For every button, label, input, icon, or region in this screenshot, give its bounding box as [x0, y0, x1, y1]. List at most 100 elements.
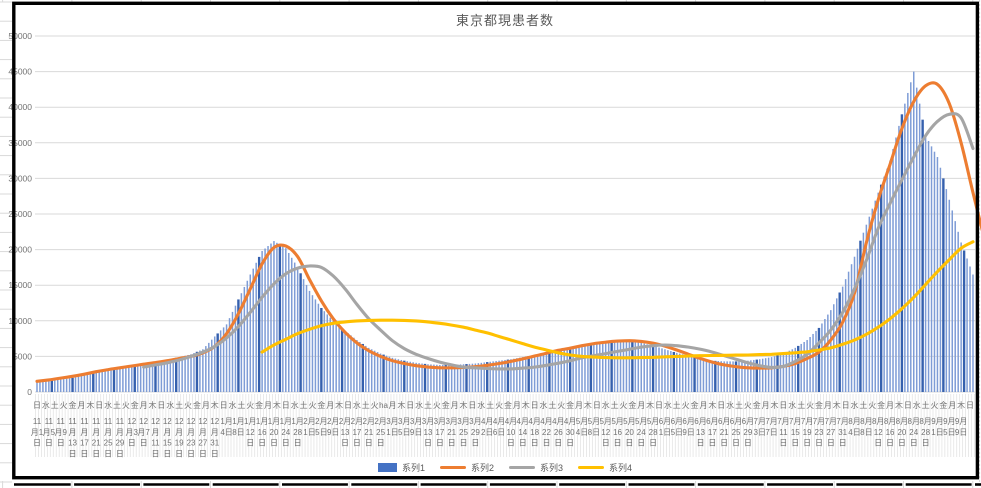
svg-text:日: 日 — [696, 439, 704, 448]
svg-text:13: 13 — [341, 428, 350, 437]
svg-text:月: 月 — [824, 401, 832, 410]
svg-text:月: 月 — [69, 428, 77, 437]
svg-text:3日: 3日 — [754, 428, 766, 437]
svg-text:日: 日 — [827, 439, 835, 448]
svg-text:11: 11 — [45, 417, 54, 426]
svg-text:日: 日 — [720, 439, 728, 448]
svg-text:12: 12 — [187, 417, 196, 426]
x-axis-date-labels[interactable]: 11月1日11月5日11月9日11月13日11月17日11月21日11月25日1… — [31, 417, 968, 458]
svg-text:29: 29 — [471, 428, 480, 437]
svg-text:12: 12 — [175, 417, 184, 426]
svg-text:23: 23 — [187, 439, 196, 448]
svg-text:12: 12 — [874, 428, 883, 437]
svg-text:11: 11 — [80, 417, 89, 426]
svg-text:日: 日 — [904, 401, 912, 410]
svg-text:2月: 2月 — [374, 417, 386, 426]
svg-text:火: 火 — [682, 401, 690, 410]
svg-text:日: 日 — [966, 401, 974, 410]
svg-text:日: 日 — [140, 439, 148, 448]
svg-text:金: 金 — [877, 400, 885, 410]
svg-text:日: 日 — [614, 439, 622, 448]
svg-text:木: 木 — [211, 400, 219, 410]
legend-item-series4[interactable]: 系列4 — [578, 461, 632, 474]
svg-text:木: 木 — [646, 400, 654, 410]
series3-line-swatch — [509, 465, 535, 470]
svg-text:日: 日 — [468, 401, 476, 410]
svg-text:水: 水 — [602, 400, 610, 410]
svg-text:27: 27 — [826, 428, 835, 437]
svg-text:22: 22 — [542, 428, 551, 437]
legend-item-series1[interactable]: 系列1 — [377, 461, 425, 474]
svg-text:火: 火 — [308, 401, 316, 410]
legend-item-series2[interactable]: 系列2 — [439, 461, 494, 474]
svg-text:7月: 7月 — [765, 417, 777, 426]
svg-text:火: 火 — [557, 401, 565, 410]
svg-text:9日: 9日 — [955, 428, 967, 437]
legend-label: 系列3 — [540, 463, 564, 473]
svg-text:木: 木 — [397, 400, 405, 410]
svg-text:25: 25 — [459, 428, 468, 437]
svg-text:5日: 5日 — [398, 428, 410, 437]
svg-text:24: 24 — [909, 428, 918, 437]
svg-text:日: 日 — [554, 439, 562, 448]
svg-text:日: 日 — [128, 439, 136, 448]
bars-series1[interactable] — [36, 71, 974, 393]
svg-text:月7: 月7 — [137, 428, 150, 437]
svg-text:30: 30 — [566, 428, 575, 437]
svg-text:12: 12 — [601, 428, 610, 437]
svg-text:土: 土 — [424, 400, 432, 410]
svg-text:ha: ha — [379, 401, 388, 410]
svg-text:7月: 7月 — [836, 417, 848, 426]
svg-text:日: 日 — [519, 439, 527, 448]
legend-item-series3[interactable]: 系列3 — [509, 461, 563, 474]
svg-text:月: 月 — [513, 401, 521, 410]
svg-text:24: 24 — [637, 428, 646, 437]
svg-text:月: 月 — [264, 401, 272, 410]
svg-text:土: 土 — [797, 400, 805, 410]
svg-text:日: 日 — [874, 439, 882, 448]
svg-text:日: 日 — [92, 449, 100, 458]
svg-text:火: 火 — [495, 401, 503, 410]
svg-text:月: 月 — [886, 401, 894, 410]
svg-text:日: 日 — [377, 439, 385, 448]
svg-text:5月: 5月 — [623, 417, 635, 426]
svg-text:月: 月 — [699, 401, 707, 410]
line-series3[interactable] — [142, 112, 975, 371]
chart-border[interactable] — [12, 1, 980, 480]
y-axis-labels[interactable]: 0 5000 10000 15000 20000 25000 30000 35000 40000… — [8, 31, 32, 397]
svg-text:木: 木 — [708, 400, 716, 410]
chart-title[interactable]: 東京都現患者数 — [455, 13, 554, 28]
svg-text:4日: 4日 — [220, 428, 232, 437]
svg-text:6月: 6月 — [742, 417, 754, 426]
svg-text:7日: 7日 — [765, 428, 777, 437]
svg-text:水: 水 — [913, 400, 921, 410]
svg-text:木: 木 — [522, 400, 530, 410]
svg-text:日: 日 — [448, 439, 456, 448]
svg-text:3月: 3月 — [398, 417, 410, 426]
svg-text:月: 月 — [163, 428, 171, 437]
svg-text:水: 水 — [228, 400, 236, 410]
svg-text:2月: 2月 — [315, 417, 327, 426]
svg-text:5000: 5000 — [13, 351, 32, 361]
svg-text:金: 金 — [753, 400, 761, 410]
svg-text:木: 木 — [833, 400, 841, 410]
svg-text:日: 日 — [187, 449, 195, 458]
svg-text:1月: 1月 — [291, 417, 303, 426]
svg-text:火: 火 — [246, 401, 254, 410]
series1-bar-swatch — [377, 463, 397, 472]
svg-text:3月: 3月 — [457, 417, 469, 426]
svg-text:7月: 7月 — [825, 417, 837, 426]
svg-text:5月: 5月 — [599, 417, 611, 426]
svg-text:水: 水 — [353, 400, 361, 410]
svg-text:4月: 4月 — [517, 417, 529, 426]
svg-text:火: 火 — [122, 401, 130, 410]
line-series4[interactable] — [260, 240, 975, 360]
svg-text:水: 水 — [851, 400, 859, 410]
svg-text:21: 21 — [720, 428, 729, 437]
svg-text:水: 水 — [42, 400, 50, 410]
svg-text:5月: 5月 — [588, 417, 600, 426]
svg-text:金: 金 — [691, 400, 699, 410]
